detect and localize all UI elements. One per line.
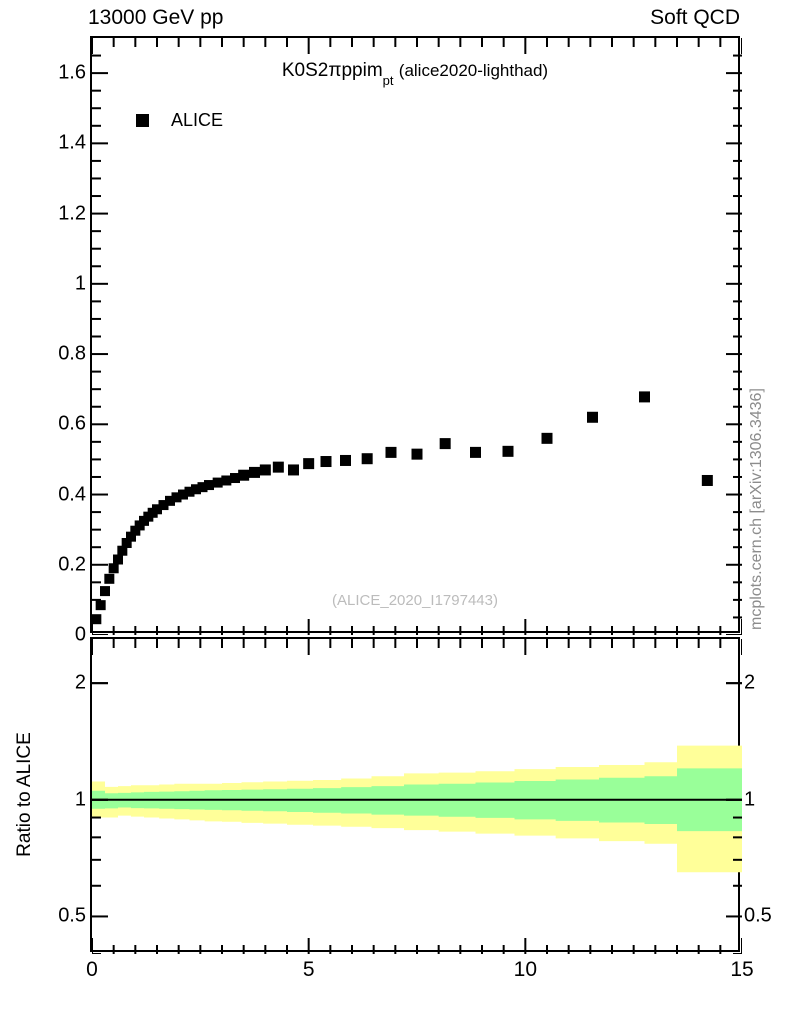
ratio-x-tick-label: 10 xyxy=(513,958,538,981)
main-plot-panel: K0S2πppimpt (alice2020-lighthad) ALICE (… xyxy=(58,36,742,646)
data-point xyxy=(108,563,119,574)
ratio-x-tick-label: 5 xyxy=(302,958,315,981)
data-point xyxy=(117,545,128,556)
main-y-tick-label: 0 xyxy=(74,623,86,646)
data-point xyxy=(104,573,115,584)
data-point xyxy=(340,454,351,466)
data-point xyxy=(320,456,332,468)
data-point xyxy=(178,489,188,500)
main-plot-canvas xyxy=(92,38,742,635)
ratio-y-tick-label-right: 2 xyxy=(744,671,756,694)
data-point xyxy=(411,448,423,460)
data-point xyxy=(121,537,132,548)
ratio-y-tick-label: 1 xyxy=(74,788,86,811)
data-point xyxy=(272,461,284,473)
ratio-y-tick-label-right: 1 xyxy=(744,788,756,811)
data-point xyxy=(230,473,240,484)
main-y-tick-label: 0.8 xyxy=(58,342,86,365)
data-point xyxy=(470,446,481,458)
main-y-tick-label: 1 xyxy=(74,272,86,295)
legend-marker-alice xyxy=(136,114,149,127)
data-point xyxy=(165,495,175,506)
data-point xyxy=(126,531,136,542)
data-point xyxy=(221,475,232,486)
main-y-tick-label: 0.6 xyxy=(58,412,86,435)
data-point xyxy=(184,486,195,497)
analysis-id-watermark: (ALICE_2020_I1797443) xyxy=(332,592,498,609)
data-point xyxy=(238,469,250,481)
data-point xyxy=(92,614,102,625)
header-right-label: Soft QCD xyxy=(650,6,740,29)
data-point xyxy=(212,477,223,488)
ratio-y-tick-label-right: 0.5 xyxy=(744,904,772,927)
data-point xyxy=(171,492,182,503)
data-point xyxy=(541,432,553,444)
ratio-x-tick-label: 15 xyxy=(730,958,754,981)
data-point xyxy=(113,554,123,565)
ratio-x-tick-label: 0 xyxy=(86,958,98,981)
plot-title-subscript: pt xyxy=(382,72,394,88)
ratio-plot-canvas xyxy=(92,639,742,954)
main-y-tick-label: 1.4 xyxy=(58,131,86,154)
data-point xyxy=(639,391,650,403)
data-point xyxy=(385,446,397,458)
legend: ALICE xyxy=(136,110,223,131)
ratio-plot-panel: 0.5 0.5 1 1 2 2 0 5 10 15 xyxy=(58,637,772,981)
data-point xyxy=(95,600,106,611)
data-point xyxy=(587,411,598,423)
main-y-tick-label: 1.6 xyxy=(58,61,86,84)
ratio-y-tick-label: 2 xyxy=(74,671,86,694)
data-point xyxy=(100,586,110,597)
data-point xyxy=(204,480,214,491)
data-point xyxy=(152,504,162,515)
data-point xyxy=(191,484,201,495)
data-point xyxy=(197,482,208,493)
plot-title-generator: (alice2020-lighthad) xyxy=(398,61,549,80)
plot-title-main: K0S2πppim xyxy=(281,60,383,81)
ratio-axis-label: Ratio to ALICE xyxy=(14,732,35,857)
data-point xyxy=(130,525,141,536)
data-point xyxy=(701,474,713,486)
mcplots-credit-label: mcplots.cern.ch [arXiv:1306.3436] xyxy=(748,388,765,630)
data-point xyxy=(502,445,514,457)
ratio-y-tick-label: 0.5 xyxy=(58,904,86,927)
main-y-tick-label: 0.4 xyxy=(58,483,86,506)
data-point xyxy=(259,464,271,476)
legend-label-alice: ALICE xyxy=(171,110,224,130)
plot-title: K0S2πppimpt (alice2020-lighthad) xyxy=(92,60,738,88)
data-point xyxy=(439,438,451,450)
header-left-label: 13000 GeV pp xyxy=(88,6,224,29)
data-point xyxy=(361,453,373,465)
data-point xyxy=(249,466,260,478)
data-point xyxy=(288,464,299,476)
data-point xyxy=(303,458,315,470)
data-point xyxy=(158,500,169,511)
main-y-tick-label: 0.2 xyxy=(58,553,86,576)
main-y-tick-label: 1.2 xyxy=(58,202,86,225)
